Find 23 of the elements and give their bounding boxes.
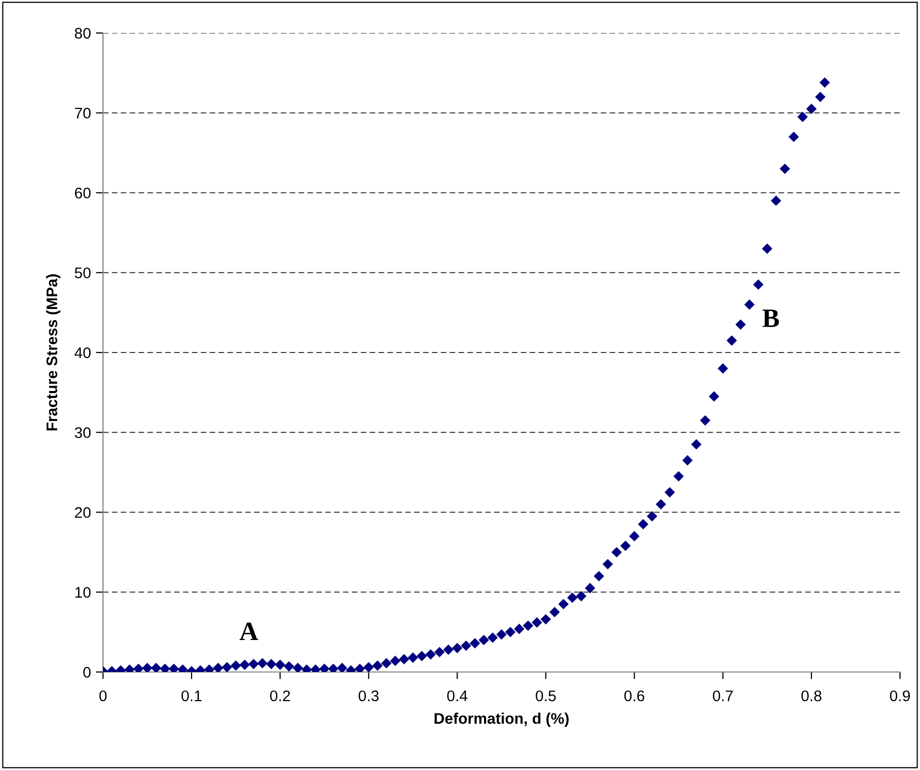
y-axis-title: Fracture Stress (MPa): [46, 274, 60, 430]
x-tick-label: 0.6: [624, 690, 644, 702]
x-tick-label: 0.3: [358, 690, 379, 702]
y-tick-label: 50: [74, 267, 91, 278]
y-tick-label: 0: [83, 666, 91, 678]
x-tick-label: 0: [99, 690, 107, 702]
annotation: B: [762, 310, 779, 327]
x-tick-label: 0.2: [270, 690, 290, 702]
y-tick-label: 20: [74, 507, 91, 518]
x-tick-label: 0.9: [890, 690, 910, 702]
x-tick-label: 0.1: [182, 690, 202, 702]
x-tick-label: 0.5: [536, 690, 556, 702]
y-tick-label: 70: [74, 108, 91, 119]
y-tick-label: 40: [74, 347, 91, 358]
x-tick-label: 0.7: [712, 690, 733, 702]
annotation: A: [240, 622, 258, 640]
x-tick-label: 0.8: [801, 690, 822, 702]
y-tick-label: 30: [74, 427, 91, 438]
x-axis-title: Deformation, d (%): [434, 712, 569, 727]
x-tick-label: 0.4: [447, 690, 468, 702]
y-tick-label: 60: [74, 188, 91, 198]
y-tick-label: 10: [75, 586, 91, 598]
y-tick-label: 80: [74, 28, 91, 39]
